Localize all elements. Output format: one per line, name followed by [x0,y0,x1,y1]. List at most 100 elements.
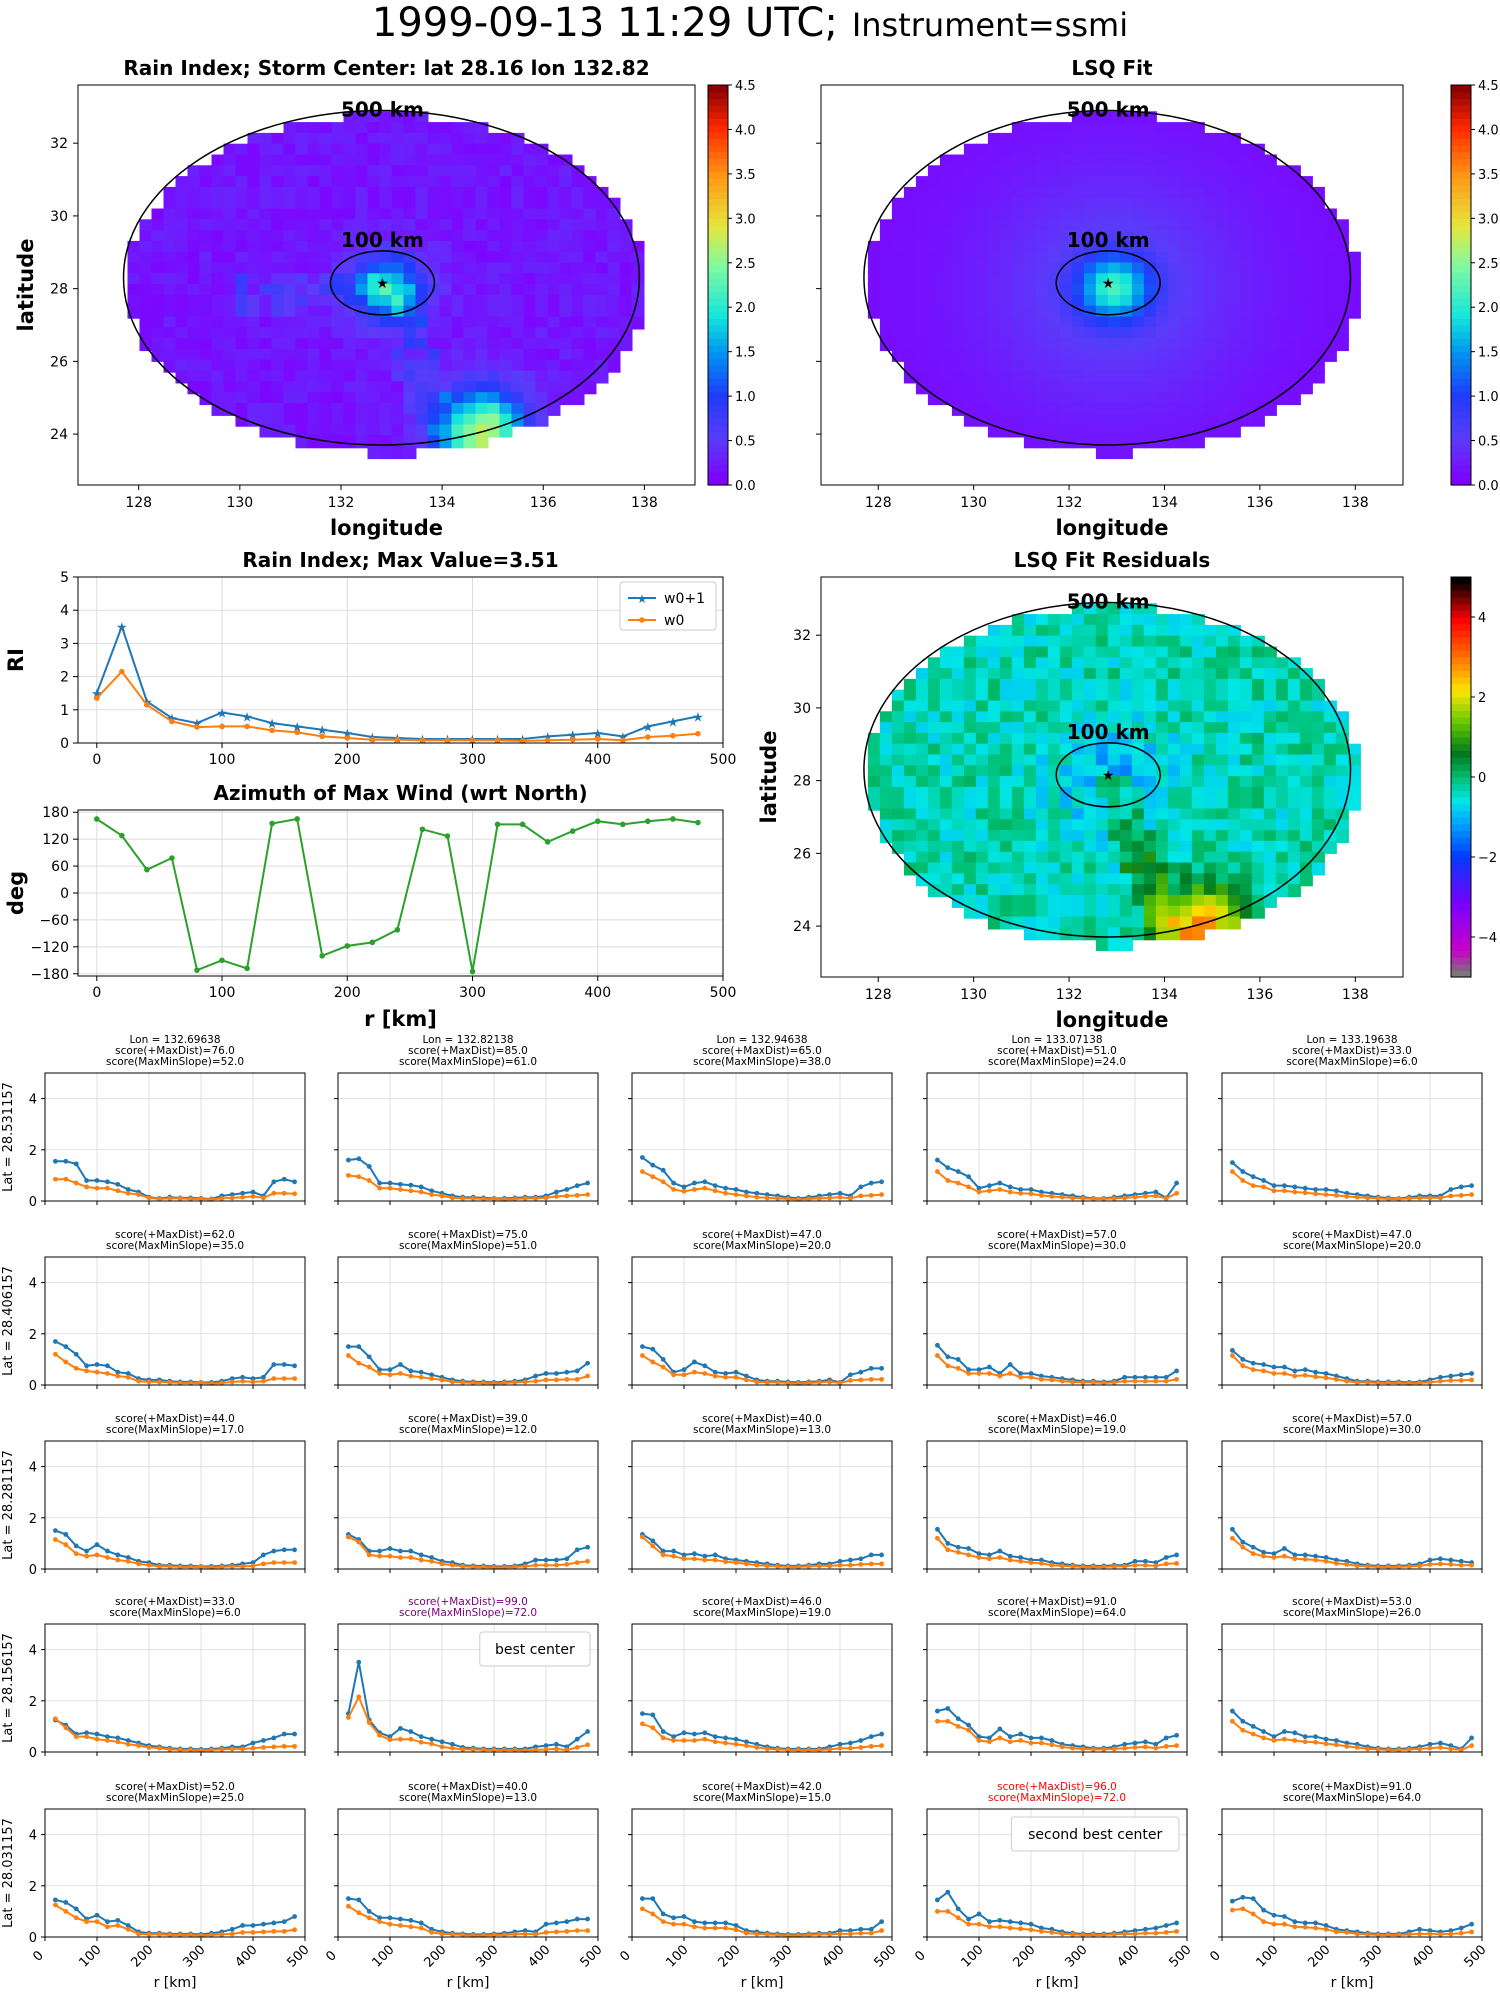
data-point [105,1179,110,1184]
data-point [74,1161,79,1166]
data-point [1344,1562,1349,1567]
data-point [682,1556,687,1561]
chart-xlabel: r [km] [364,1007,437,1031]
data-point [544,1371,549,1376]
ytick-label: 2 [29,1328,37,1343]
data-point [945,1719,950,1724]
colorbar-band [708,332,728,339]
data-point [744,1561,749,1566]
colorbar-band [1451,178,1471,185]
data-point [271,1560,276,1565]
data-point [74,1734,79,1739]
data-point [671,1549,676,1554]
data-point [1324,1559,1329,1564]
map-ytick-label: 30 [793,701,811,717]
xtick-label: 400 [584,752,611,768]
colorbar-band [1451,438,1471,445]
colorbar-band [1451,432,1471,439]
map-cell [1336,830,1349,843]
data-point [495,822,501,828]
colorbar-tick-label: 1.5 [1478,346,1499,361]
series-w0p1 [1232,1529,1471,1566]
data-point [419,1558,424,1563]
data-point [987,1556,992,1561]
series-w0p1 [1232,1163,1471,1199]
data-point [879,1366,884,1371]
colorbar-band [708,258,728,265]
data-point [650,1725,655,1730]
data-point [126,1742,131,1747]
map-ytick-label: 28 [793,774,811,790]
map-cell [1096,938,1109,951]
data-point [997,1727,1002,1732]
data-point [395,737,401,743]
colorbar-band [1451,205,1471,212]
colorbar-band [1451,372,1471,379]
data-point [723,1191,728,1196]
score-maxminslope: score(MaxMinSlope)=6.0 [1286,1056,1417,1068]
data-point [661,1168,666,1173]
xtick-label: 400 [584,985,611,1001]
subplot-r3-c4: score(MaxMinSlope)=26.0score(+MaxDist)=5… [1218,1596,1482,1756]
data-point [240,1747,245,1752]
map-cell [1036,435,1049,448]
colorbar-band [708,252,728,259]
colorbar-band [1451,412,1471,419]
subplot-r0-c4: score(MaxMinSlope)=6.0score(+MaxDist)=33… [1218,1034,1482,1205]
data-point [713,1558,718,1563]
data-point [1272,1371,1277,1376]
data-point [1060,1195,1065,1200]
data-point [408,1188,413,1193]
data-point [734,1192,739,1197]
charts-layer: 0100200300400500012345★★★★★★★★★★★★★★★★★★… [4,548,736,1031]
data-point [997,1555,1002,1560]
data-point [169,719,175,725]
data-point [1018,1732,1023,1737]
map-cell [440,435,453,448]
subplot-r0-c3: score(MaxMinSlope)=24.0score(+MaxDist)=5… [923,1034,1187,1205]
colorbar-band [1451,218,1471,225]
data-point [1174,1377,1179,1382]
colorbar-tick-label: 2.0 [735,301,756,316]
legend-label: w0 [664,613,684,629]
data-point [692,1551,697,1556]
score-maxdist: score(+MaxDist)=57.0 [1292,1413,1412,1425]
data-point [1122,1196,1127,1201]
colorbar-band [708,105,728,112]
colorbar-band [1451,132,1471,139]
data-point [744,1743,749,1748]
colorbar-band [1451,910,1471,917]
data-point [1344,1194,1349,1199]
map-ytick-label: 28 [50,282,68,298]
data-point [319,953,325,959]
map-title: LSQ Fit [1071,56,1153,80]
series-w0p1 [642,1158,881,1199]
xtick-label: 500 [710,752,737,768]
data-point [879,1561,884,1566]
data-point [1261,1178,1266,1183]
data-point [1407,1196,1412,1201]
map-ytick-label: 30 [50,209,68,225]
data-point [661,1729,666,1734]
colorbar-band [708,318,728,325]
data-point [377,1186,382,1191]
subplot-frame [632,1441,892,1569]
data-point [1261,1362,1266,1367]
colorbar-band [1451,577,1471,584]
series-w0p1 [642,1347,881,1383]
colorbar-band [1451,790,1471,797]
data-point [585,1559,590,1564]
score-maxminslope: score(MaxMinSlope)=72.0 [399,1607,537,1619]
colorbar-band [1451,145,1471,152]
subplot-frame [1222,1257,1482,1385]
data-point [977,1371,982,1376]
data-point [858,1193,863,1198]
colorbar-tick-label: −2 [1478,851,1497,866]
data-point [997,1374,1002,1379]
score-maxdist: score(+MaxDist)=46.0 [997,1413,1117,1425]
data-point [271,1191,276,1196]
data-point [1469,1183,1474,1188]
data-point [84,1554,89,1559]
series-w0 [348,1175,587,1199]
map-cell [404,446,417,459]
